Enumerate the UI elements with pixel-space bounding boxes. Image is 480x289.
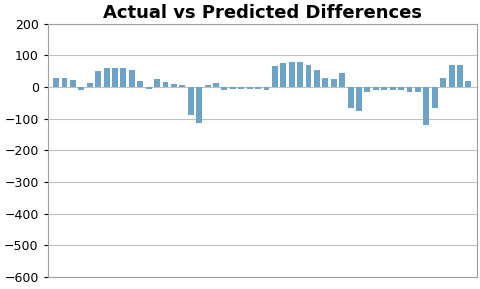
- Bar: [246, 87, 252, 89]
- Bar: [137, 81, 143, 87]
- Bar: [330, 79, 336, 87]
- Bar: [213, 83, 218, 87]
- Bar: [254, 87, 261, 89]
- Bar: [162, 82, 168, 87]
- Bar: [431, 87, 437, 108]
- Bar: [103, 68, 109, 87]
- Bar: [297, 62, 302, 87]
- Bar: [372, 87, 378, 90]
- Bar: [53, 78, 59, 87]
- Bar: [61, 78, 67, 87]
- Bar: [397, 87, 403, 90]
- Bar: [422, 87, 428, 125]
- Bar: [313, 70, 319, 87]
- Bar: [179, 86, 185, 87]
- Bar: [229, 87, 235, 89]
- Bar: [456, 65, 462, 87]
- Bar: [120, 68, 126, 87]
- Bar: [364, 87, 370, 92]
- Bar: [271, 66, 277, 87]
- Bar: [288, 62, 294, 87]
- Bar: [414, 87, 420, 92]
- Bar: [465, 81, 470, 87]
- Bar: [170, 84, 177, 87]
- Bar: [187, 87, 193, 116]
- Bar: [406, 87, 412, 92]
- Bar: [112, 68, 118, 87]
- Bar: [78, 87, 84, 90]
- Bar: [129, 70, 134, 87]
- Bar: [381, 87, 386, 90]
- Bar: [355, 87, 361, 111]
- Bar: [389, 87, 395, 90]
- Bar: [280, 63, 286, 87]
- Bar: [448, 65, 454, 87]
- Bar: [70, 80, 76, 87]
- Bar: [263, 87, 269, 90]
- Bar: [87, 83, 93, 87]
- Bar: [322, 77, 328, 87]
- Bar: [238, 87, 244, 89]
- Bar: [305, 65, 311, 87]
- Bar: [145, 87, 151, 89]
- Title: Actual vs Predicted Differences: Actual vs Predicted Differences: [103, 4, 421, 22]
- Bar: [221, 87, 227, 90]
- Bar: [154, 79, 160, 87]
- Bar: [347, 87, 353, 108]
- Bar: [204, 86, 210, 87]
- Bar: [338, 73, 345, 87]
- Bar: [439, 78, 445, 87]
- Bar: [95, 71, 101, 87]
- Bar: [196, 87, 202, 123]
